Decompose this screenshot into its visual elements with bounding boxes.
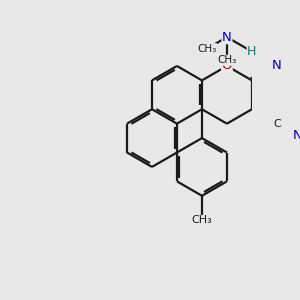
Text: N: N — [222, 31, 232, 44]
Text: C: C — [273, 119, 281, 129]
Text: CH₃: CH₃ — [192, 215, 212, 226]
Text: CH₃: CH₃ — [217, 55, 236, 65]
Text: H: H — [247, 45, 256, 58]
Text: N: N — [293, 129, 300, 142]
Text: O: O — [222, 59, 232, 73]
Text: CH₃: CH₃ — [197, 44, 217, 54]
Text: N: N — [272, 59, 282, 73]
